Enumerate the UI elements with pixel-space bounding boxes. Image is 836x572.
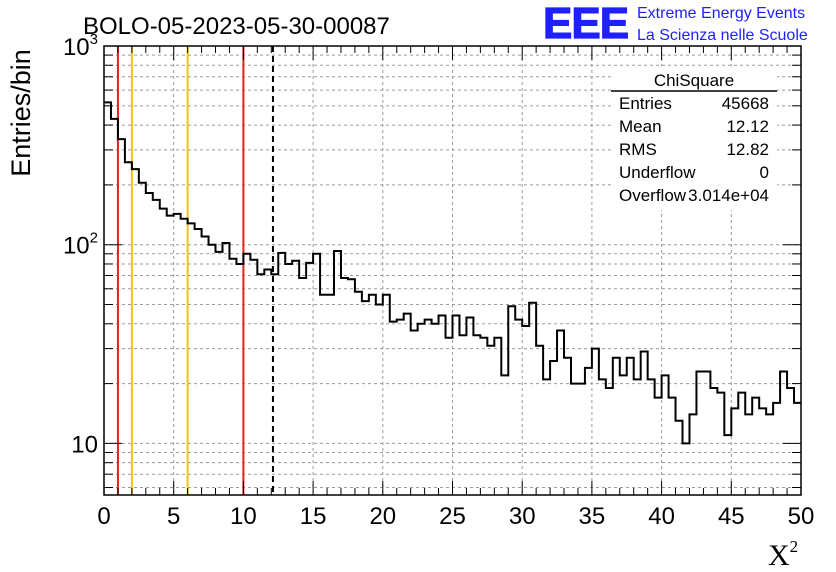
reference-lines [116, 46, 274, 495]
logo-line-1: Extreme Energy Events [637, 5, 805, 22]
logo-mark: EEE [543, 0, 628, 48]
y-tick-label: 103 [63, 31, 98, 61]
stats-label-mean: Mean [619, 117, 662, 136]
x-tick-label: 0 [97, 503, 110, 530]
stats-label-overflow: Overflow [619, 186, 687, 205]
x-tick-label: 15 [300, 503, 327, 530]
stats-box-background [611, 66, 777, 210]
x-axis-ticks: 0 5 10 15 20 25 30 35 40 45 50 [97, 46, 814, 530]
chart-title: BOLO-05-2023-05-30-00087 [83, 13, 390, 40]
x-tick-label: 20 [369, 503, 396, 530]
logo-line-2: La Scienza nelle Scuole [637, 27, 808, 44]
grid-lines [104, 46, 801, 495]
y-tick-label: 10 [71, 431, 98, 458]
stats-value-underflow: 0 [760, 163, 769, 182]
stats-value-overflow: 3.014e+04 [688, 186, 769, 205]
stats-label-rms: RMS [619, 140, 657, 159]
y-tick-label: 102 [63, 230, 98, 260]
x-tick-label: 50 [788, 503, 815, 530]
x-tick-label: 45 [718, 503, 745, 530]
y-axis-ticks: 10 102 103 [63, 31, 801, 488]
histogram-line [104, 101, 801, 445]
y-axis-label: Entries/bin [6, 49, 36, 177]
x-tick-label: 25 [439, 503, 466, 530]
stats-value-rms: 12.82 [726, 140, 769, 159]
x-tick-label: 35 [579, 503, 606, 530]
histogram-series [104, 101, 801, 445]
x-tick-label: 5 [167, 503, 180, 530]
stats-label-entries: Entries [619, 94, 672, 113]
eee-logo: EEE Extreme Energy Events La Scienza nel… [542, 0, 808, 49]
x-tick-label: 40 [648, 503, 675, 530]
stats-value-mean: 12.12 [726, 117, 769, 136]
x-tick-label: 30 [509, 503, 536, 530]
stats-box-title: ChiSquare [654, 71, 734, 90]
stats-label-underflow: Underflow [619, 163, 696, 182]
stats-value-entries: 45668 [722, 94, 769, 113]
x-tick-label: 10 [230, 503, 257, 530]
stats-box: ChiSquare Entries 45668 Mean 12.12 RMS 1… [611, 66, 777, 210]
x-axis-label: X2 [768, 537, 798, 572]
